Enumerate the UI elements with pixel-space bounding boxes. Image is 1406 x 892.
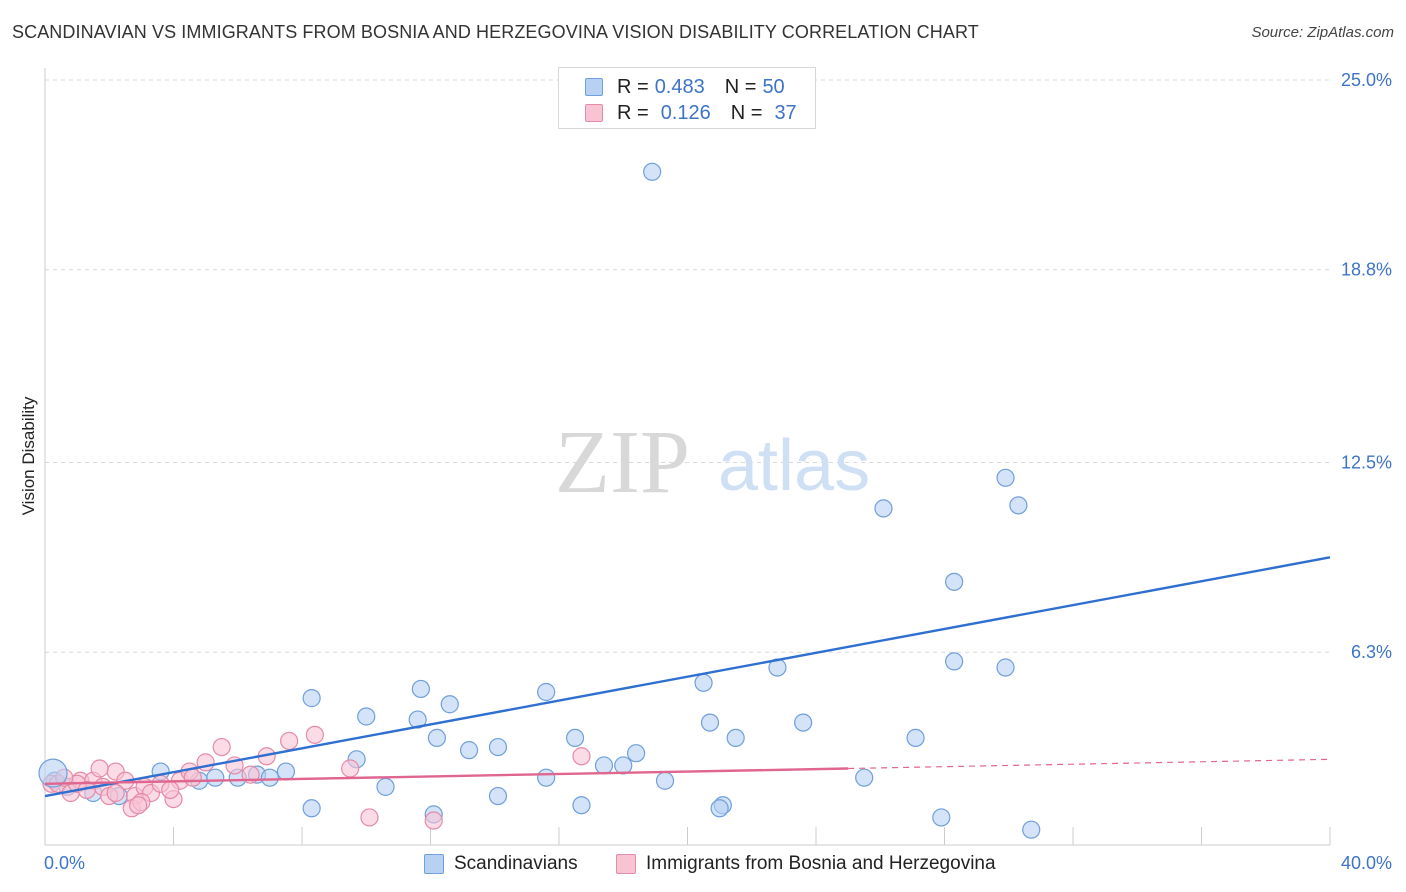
scandinavian-point	[565, 728, 585, 748]
x-tick-labels: 0.0% 40.0%	[44, 853, 1392, 873]
scandinavian-point	[1009, 496, 1028, 515]
bosnia-trend-line	[848, 758, 1331, 770]
legend-swatch-blue	[585, 78, 603, 96]
bosnia-point	[212, 737, 231, 757]
y-tick-label: 6.3%	[1351, 642, 1392, 662]
scandinavian-point	[357, 707, 376, 726]
scandinavian-point	[594, 756, 614, 775]
x-tick-label: 40.0%	[1341, 853, 1392, 873]
bosnia-point	[305, 725, 324, 744]
scandinavian-point	[488, 786, 508, 806]
y-tick-label: 18.8%	[1341, 260, 1392, 280]
grid-lines	[45, 79, 1330, 653]
scandinavian-point	[376, 777, 395, 796]
data-points	[38, 162, 1041, 839]
legend-row-scandinavians: R = 0.483 N = 50	[585, 74, 785, 100]
x-tick-label: 0.0%	[44, 853, 85, 873]
scandinavian-point	[794, 713, 813, 732]
legend-n-label: N =	[730, 101, 763, 124]
y-tick-label: 12.5%	[1341, 453, 1392, 473]
source-label: Source: ZipAtlas.com	[1251, 24, 1394, 41]
scandinavian-point	[537, 682, 556, 702]
bottom-legend-label: Immigrants from Bosnia and Herzegovina	[646, 853, 996, 874]
bottom-legend-bosnia: Immigrants from Bosnia and Herzegovina	[616, 850, 996, 878]
scandinavian-point	[614, 756, 633, 775]
bottom-legend-swatch-blue	[424, 854, 444, 874]
watermark-atlas: atlas	[718, 426, 870, 506]
legend-r-label: R =	[617, 101, 649, 124]
scandinavian-point	[459, 741, 479, 760]
legend: R = 0.483 N = 50 R = 0.126 N = 37	[558, 67, 816, 129]
bosnia-point	[280, 731, 299, 751]
scandinavian-point	[996, 658, 1015, 677]
scandinavian-point	[411, 679, 430, 699]
scandinavian-point	[537, 768, 556, 787]
scandinavian-point	[655, 771, 675, 790]
legend-row-bosnia: R = 0.126 N = 37	[585, 100, 797, 126]
scandinavian-point	[302, 799, 321, 818]
scandinavian-point	[945, 572, 964, 591]
scandinavian-point	[906, 728, 925, 748]
bottom-legend-swatch-pink	[616, 854, 636, 874]
scandinavian-point	[260, 768, 279, 787]
bosnia-point	[129, 796, 148, 815]
bosnia-point	[106, 783, 125, 803]
watermark: ZIP atlas	[555, 413, 870, 512]
scandinavian-point	[427, 728, 447, 748]
legend-r-label: R =	[617, 75, 649, 98]
trend-lines	[44, 556, 1331, 798]
legend-n-label: N =	[724, 75, 757, 98]
scandinavian-point	[945, 652, 964, 671]
scandinavian-point	[488, 737, 508, 757]
y-tick-labels: 6.3% 12.5% 18.8% 25.0%	[1341, 70, 1392, 662]
scandinavian-point	[726, 728, 745, 748]
bottom-legend-scandinavians: Scandinavians	[424, 850, 578, 878]
y-tick-label: 25.0%	[1341, 70, 1392, 90]
bosnia-point	[161, 780, 180, 800]
scandinavian-point	[572, 796, 591, 815]
chart-title: SCANDINAVIAN VS IMMIGRANTS FROM BOSNIA A…	[12, 22, 979, 42]
bosnia-point	[360, 808, 379, 827]
scandinavian-point	[700, 713, 720, 732]
bosnia-point	[341, 759, 360, 778]
y-axis-label: Vision Disability	[19, 396, 38, 515]
scandinavian-point	[874, 499, 893, 518]
scandinavian-point	[710, 799, 729, 818]
bosnia-point	[572, 747, 591, 766]
scandinavian-point	[206, 768, 225, 787]
legend-n-value: 37	[774, 101, 797, 124]
bosnia-point	[424, 811, 443, 830]
bosnia-point	[183, 768, 202, 787]
scandinavian-point	[276, 762, 296, 781]
legend-swatch-pink	[585, 104, 603, 122]
axes	[44, 68, 1331, 846]
bosnia-point	[90, 759, 109, 778]
scandinavian-point	[626, 744, 646, 763]
watermark-zip: ZIP	[555, 413, 690, 512]
scandinavian-point	[932, 808, 951, 827]
legend-n-value: 50	[762, 75, 785, 98]
scandinavian-point	[643, 162, 662, 181]
scandinavian-point	[855, 768, 874, 787]
scandinavian-point	[440, 695, 459, 714]
scandinavian-point	[38, 758, 68, 788]
scandinavian-point	[694, 673, 713, 692]
scandinavian-trend-line	[44, 556, 1331, 798]
scandinavian-point	[996, 468, 1015, 487]
bottom-legend-label: Scandinavians	[454, 853, 578, 874]
legend-r-value: 0.483	[654, 75, 705, 98]
scandinavian-point	[302, 689, 321, 708]
bosnia-trend-line	[44, 767, 849, 785]
scandinavian-point	[1022, 820, 1041, 839]
legend-r-value: 0.126	[660, 101, 711, 124]
